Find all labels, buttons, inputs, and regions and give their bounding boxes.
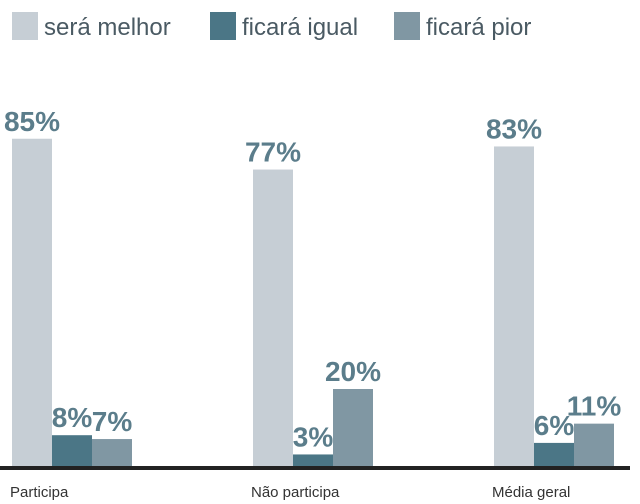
legend-swatch	[394, 12, 420, 40]
category-label: Não participa	[251, 484, 340, 501]
bar	[293, 454, 333, 466]
data-label: 6%	[534, 410, 575, 441]
legend-label: ficará pior	[426, 14, 531, 41]
data-label: 85%	[4, 106, 60, 137]
bar	[52, 435, 92, 466]
data-label: 83%	[486, 113, 542, 144]
category-label: Participa	[10, 484, 69, 501]
legend-swatch	[210, 12, 236, 40]
bar	[494, 146, 534, 466]
data-label: 3%	[293, 421, 334, 452]
bar	[12, 138, 52, 466]
data-label: 77%	[245, 137, 301, 168]
baseline	[0, 466, 630, 470]
bar	[574, 423, 614, 466]
legend-label: ficará igual	[242, 14, 358, 41]
category-label: Média geral	[492, 484, 570, 501]
bar	[333, 389, 373, 466]
data-label: 20%	[325, 356, 381, 387]
bar	[92, 439, 132, 466]
legend-label: será melhor	[44, 14, 171, 41]
legend-swatch	[12, 12, 38, 40]
data-label: 8%	[52, 402, 93, 433]
bar	[253, 169, 293, 467]
data-label: 11%	[567, 391, 622, 422]
bar	[534, 442, 574, 466]
data-label: 7%	[92, 406, 133, 437]
